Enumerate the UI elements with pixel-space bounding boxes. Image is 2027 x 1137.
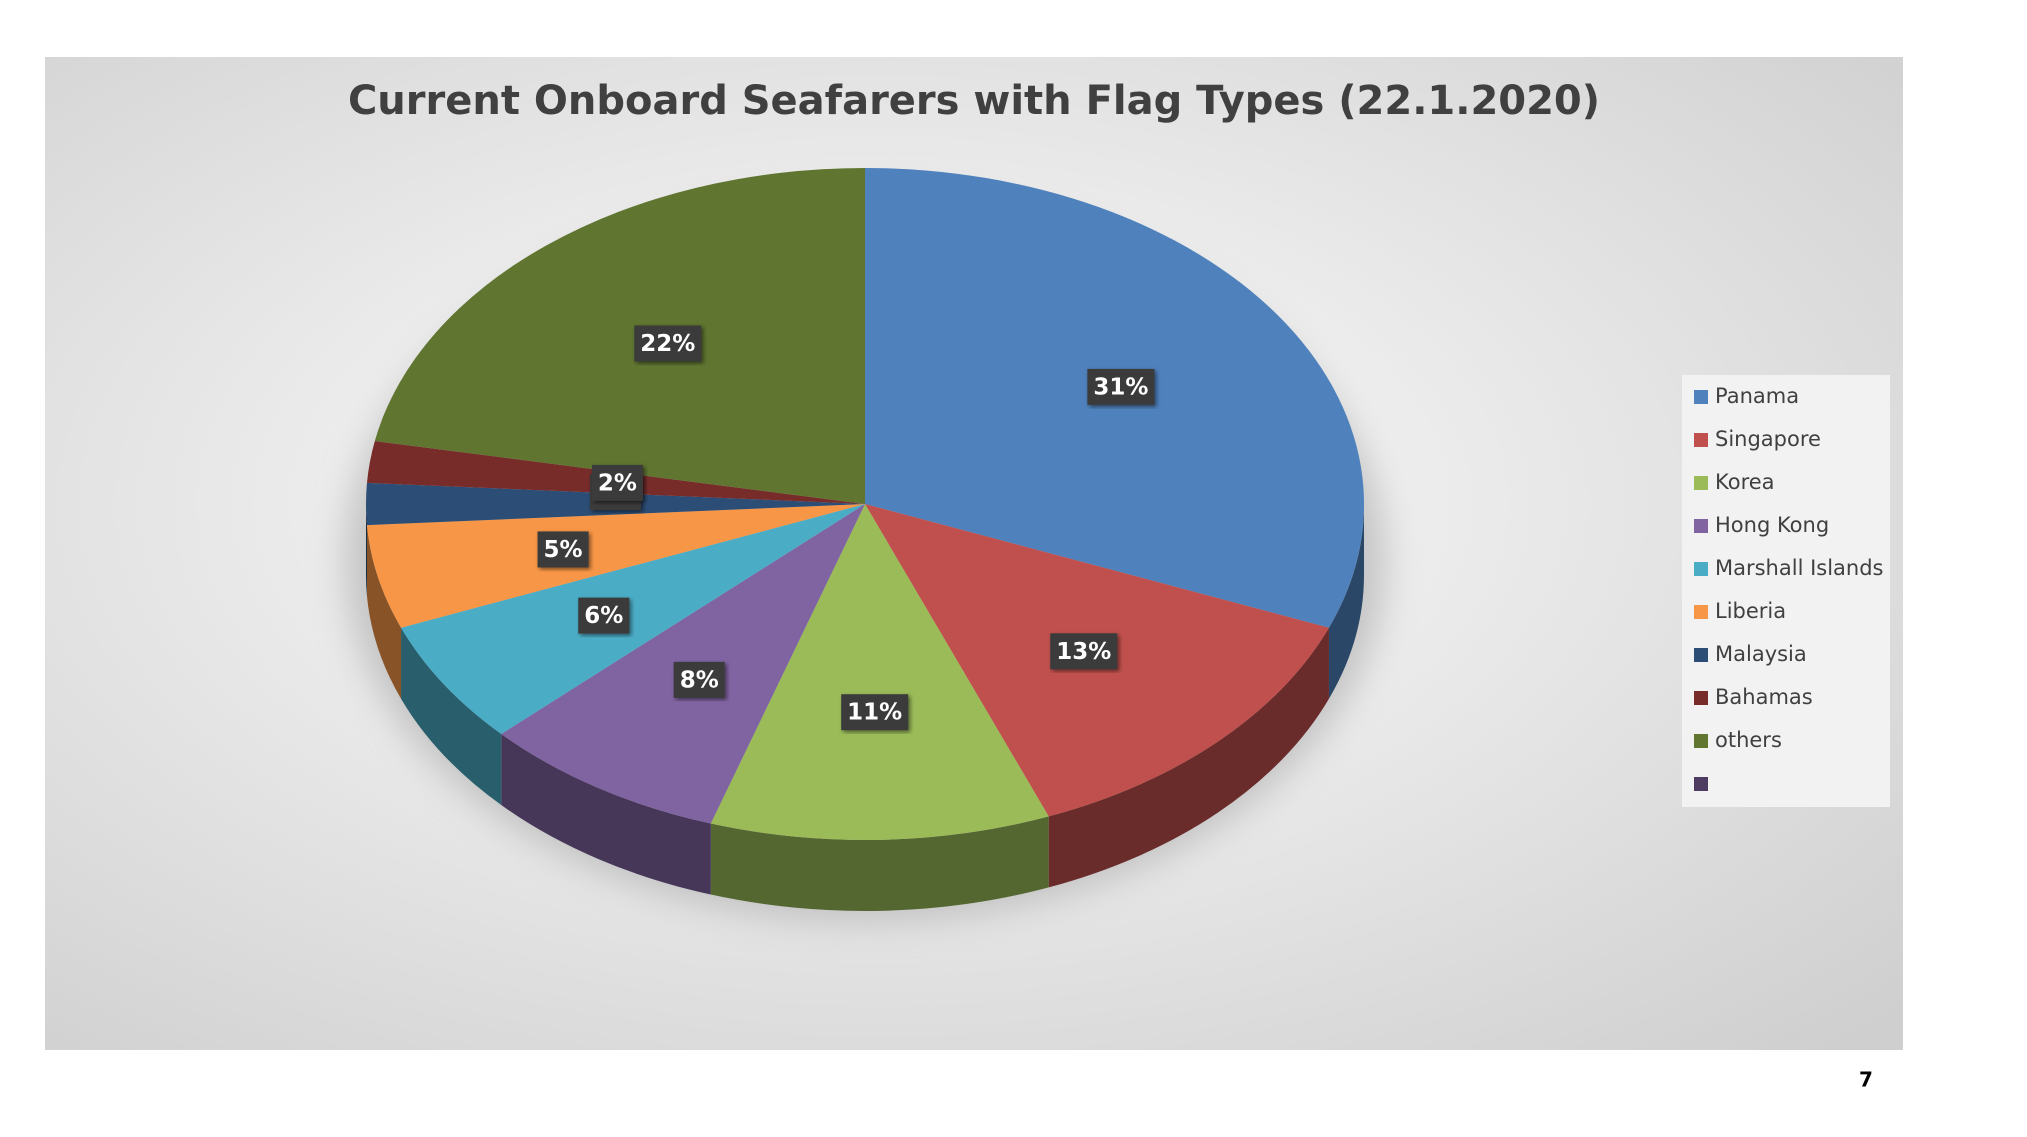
legend-swatch: [1694, 519, 1708, 533]
legend-label: Bahamas: [1715, 685, 1813, 709]
data-label: 13%: [1050, 633, 1118, 670]
data-label: 6%: [578, 597, 630, 634]
data-label-box: [1087, 368, 1155, 405]
legend-box: [1682, 375, 1890, 807]
slice-side: [501, 734, 711, 895]
slice-side: [366, 504, 367, 597]
slice-side: [401, 627, 502, 806]
slice: [374, 168, 865, 504]
legend-label: Singapore: [1715, 427, 1821, 451]
legend-label: others: [1715, 728, 1782, 752]
slice-side: [710, 816, 1049, 911]
legend-swatch: [1694, 734, 1708, 748]
legend-label: Korea: [1715, 470, 1775, 494]
data-label-box: [634, 325, 702, 362]
legend-label: Liberia: [1715, 599, 1786, 623]
data-label-box: [537, 531, 589, 568]
data-label-text: 8%: [680, 667, 719, 693]
slice: [401, 504, 865, 735]
legend-swatch: [1694, 390, 1708, 404]
chart-title: Current Onboard Seafarers with Flag Type…: [348, 78, 1600, 124]
data-label: 8%: [673, 661, 725, 698]
data-label: 31%: [1087, 368, 1155, 405]
slice-side: [366, 525, 402, 699]
data-label-text: 2%: [598, 470, 637, 496]
legend-swatch: [1694, 476, 1708, 490]
data-label-text: 11%: [847, 700, 902, 726]
data-label-box: [841, 694, 909, 731]
legend-swatch: [1694, 648, 1708, 662]
legend-swatch: [1694, 562, 1708, 576]
data-label: 22%: [634, 325, 702, 362]
slice-side: [1048, 627, 1329, 888]
legend-swatch: [1694, 777, 1708, 791]
data-label-text: 6%: [584, 603, 623, 629]
data-label-text: 22%: [640, 331, 695, 357]
data-label-box: [673, 661, 725, 698]
legend-swatch: [1694, 691, 1708, 705]
data-label-text: 13%: [1056, 639, 1111, 665]
page-number: 7: [1859, 1068, 1873, 1092]
data-label-text: 31%: [1093, 374, 1148, 400]
slice-side: [1328, 504, 1364, 699]
data-label-box: [591, 464, 643, 501]
legend-label: Malaysia: [1715, 642, 1807, 666]
legend-label: Marshall Islands: [1715, 556, 1884, 580]
legend-swatch: [1694, 433, 1708, 447]
data-label: 5%: [537, 531, 589, 568]
data-label: 11%: [841, 694, 909, 731]
slice: [366, 504, 865, 628]
data-label-box: [1050, 633, 1118, 670]
legend-label: Hong Kong: [1715, 513, 1829, 537]
slice: [710, 504, 1049, 840]
legend-swatch: [1694, 605, 1708, 619]
data-label-box: [578, 597, 630, 634]
data-label: 2%: [591, 464, 643, 501]
legend-label: Panama: [1715, 384, 1799, 408]
data-label-text: 5%: [544, 537, 583, 563]
